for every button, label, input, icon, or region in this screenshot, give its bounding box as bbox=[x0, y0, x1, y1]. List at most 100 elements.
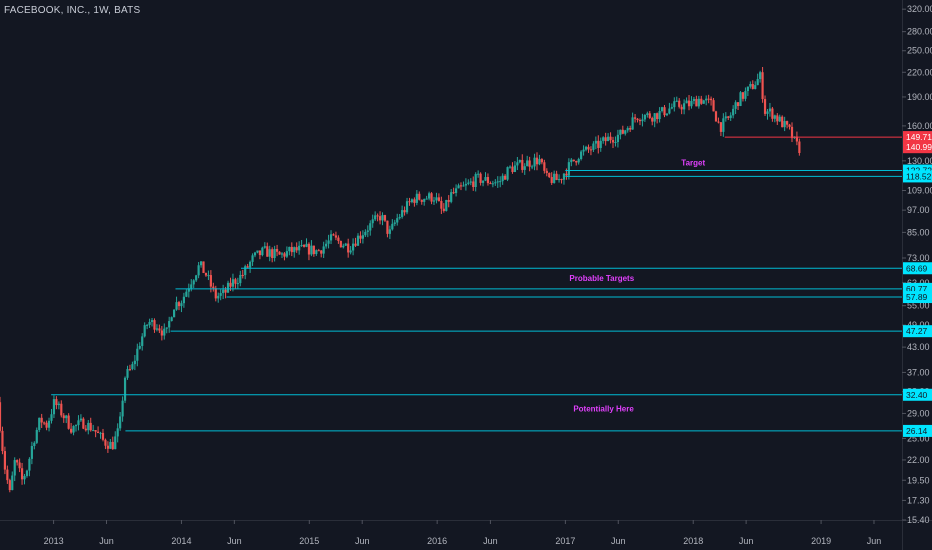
last-price-tag-label: 140.99 bbox=[906, 142, 932, 152]
candle-body bbox=[356, 235, 360, 246]
candle-body bbox=[334, 235, 338, 238]
candle bbox=[376, 213, 379, 222]
candle bbox=[768, 102, 772, 117]
candle bbox=[192, 279, 195, 289]
price-tick-label: 63.00 bbox=[907, 278, 930, 288]
candle-body bbox=[293, 247, 296, 253]
candle-body bbox=[692, 99, 696, 101]
candle-body bbox=[521, 159, 524, 170]
candle bbox=[481, 180, 485, 187]
candle bbox=[771, 106, 774, 122]
candle bbox=[87, 420, 90, 435]
support-tag-bg bbox=[903, 325, 932, 338]
candle bbox=[60, 400, 63, 418]
candle bbox=[619, 129, 622, 140]
candle-body bbox=[141, 336, 144, 346]
candle-body bbox=[30, 446, 33, 459]
candle bbox=[317, 248, 320, 252]
candle bbox=[13, 457, 16, 482]
candle bbox=[432, 196, 436, 206]
candle-body bbox=[28, 458, 31, 471]
candle-body bbox=[773, 115, 776, 119]
candle bbox=[177, 300, 181, 311]
candle bbox=[356, 233, 360, 246]
candle-body bbox=[396, 218, 399, 223]
candle bbox=[175, 296, 178, 311]
candle-body bbox=[121, 400, 124, 417]
price-tick-label: 190.00 bbox=[907, 92, 932, 102]
candle-body bbox=[236, 283, 239, 285]
candle bbox=[70, 423, 73, 434]
candle bbox=[160, 325, 163, 341]
candle-body bbox=[1, 430, 4, 452]
candle-body bbox=[795, 136, 799, 142]
candle bbox=[504, 174, 507, 180]
candle-body bbox=[658, 111, 661, 120]
price-tick-label: 17.30 bbox=[907, 495, 930, 505]
candle-body bbox=[440, 200, 443, 209]
candle-body bbox=[484, 177, 487, 181]
support-tag: 57.89 bbox=[903, 291, 932, 304]
candle bbox=[690, 96, 693, 109]
candle bbox=[665, 113, 669, 117]
candle bbox=[94, 430, 97, 438]
candle-body bbox=[401, 210, 404, 217]
candle bbox=[226, 280, 230, 294]
candle bbox=[528, 156, 531, 172]
candle bbox=[207, 270, 210, 281]
price-tick-label: 160.00 bbox=[907, 121, 932, 131]
candle bbox=[540, 158, 544, 165]
candle-body bbox=[131, 364, 134, 370]
candle-body bbox=[423, 199, 426, 202]
candle-body bbox=[624, 130, 627, 134]
candle-body bbox=[386, 220, 389, 234]
candle-body bbox=[405, 201, 409, 213]
candle-body bbox=[749, 84, 752, 87]
candle-body bbox=[687, 100, 691, 107]
candle-body bbox=[273, 249, 276, 259]
candle bbox=[754, 81, 757, 90]
candle bbox=[685, 97, 688, 104]
candle-body bbox=[572, 159, 575, 161]
candle-body bbox=[452, 192, 455, 194]
candle-body bbox=[67, 415, 70, 429]
candle-body bbox=[371, 219, 374, 224]
candle-body bbox=[584, 146, 588, 150]
candle-body bbox=[553, 173, 556, 183]
candle-body bbox=[705, 98, 708, 101]
candle-body bbox=[18, 462, 21, 469]
price-tick-label: 55.00 bbox=[907, 301, 930, 311]
candle bbox=[697, 95, 700, 109]
candle bbox=[584, 145, 588, 152]
candle-body bbox=[307, 243, 311, 255]
candle bbox=[459, 182, 463, 191]
candle bbox=[709, 96, 713, 106]
candle bbox=[403, 206, 406, 216]
candle bbox=[795, 131, 799, 146]
support-tag-label: 26.14 bbox=[906, 426, 928, 436]
candle bbox=[499, 176, 502, 188]
candle bbox=[447, 195, 450, 208]
candle-body bbox=[746, 86, 749, 92]
candle bbox=[621, 125, 624, 135]
candle bbox=[786, 120, 789, 129]
levels bbox=[51, 136, 902, 432]
candle-body bbox=[226, 282, 230, 293]
candle bbox=[84, 425, 87, 432]
candle-body bbox=[197, 265, 200, 276]
candle-body bbox=[33, 442, 36, 447]
candle bbox=[30, 441, 33, 465]
candle bbox=[474, 172, 477, 192]
candle-body bbox=[781, 116, 784, 128]
candle bbox=[415, 190, 418, 206]
candle-body bbox=[16, 460, 19, 463]
candle bbox=[163, 323, 166, 340]
candle-body bbox=[683, 103, 686, 110]
candle-body bbox=[136, 348, 139, 361]
candle bbox=[366, 225, 369, 238]
candle bbox=[300, 240, 303, 247]
candle-body bbox=[481, 180, 485, 183]
candle bbox=[636, 118, 639, 123]
